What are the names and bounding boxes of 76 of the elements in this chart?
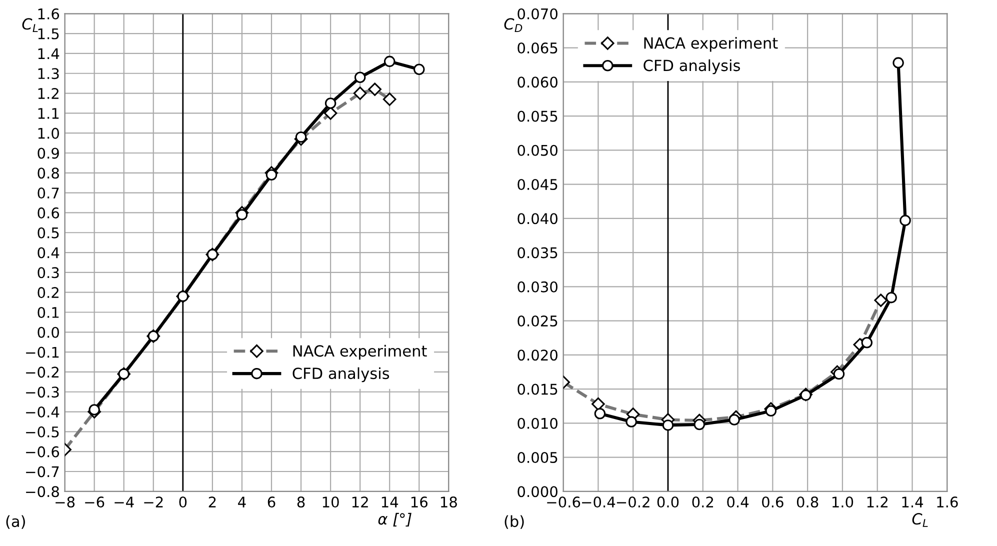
y-tick-label: 0.3 — [38, 267, 59, 278]
legend-label: NACA experiment — [644, 36, 778, 52]
y-tick-label: 0.055 — [518, 110, 558, 122]
y-tick-label: −0.6 — [26, 446, 60, 458]
x-tick-label: 0.4 — [727, 496, 749, 508]
y-tick-label: 1.6 — [38, 8, 60, 20]
y-tick-label: −0.8 — [26, 486, 59, 498]
y-tick-label: 0.4 — [38, 247, 60, 258]
y-tick-label: 0.9 — [38, 148, 59, 159]
y-tick-label: 0.040 — [518, 213, 558, 224]
x-tick-label: 0 — [179, 496, 187, 508]
y-tick-label: 0.060 — [518, 76, 558, 88]
x-tick-label: 8 — [297, 496, 305, 508]
y-tick-label: 0.020 — [518, 350, 558, 361]
y-tick-label: −0.3 — [26, 386, 59, 398]
y-tick-label: 0.6 — [38, 207, 60, 218]
y-tick-label: 0.030 — [518, 281, 558, 292]
x-tick-label: 4 — [238, 496, 246, 508]
x-tick-label: 16 — [411, 496, 428, 508]
x-tick-label: 0.0 — [657, 496, 679, 508]
y-tick-label: −0.2 — [26, 366, 58, 378]
x-tick-label: 0.2 — [692, 496, 714, 508]
y-axis-title: C$_{L}$ — [22, 18, 38, 32]
x-tick-label: 0.6 — [762, 496, 784, 508]
x-tick-label: 0.8 — [796, 496, 818, 508]
text: (b) — [504, 515, 524, 529]
y-tick-label: 0.015 — [518, 384, 558, 395]
y-tick-label: −0.7 — [26, 466, 59, 478]
y-tick-label: 0.010 — [518, 418, 558, 429]
x-tick-label: 2 — [208, 496, 216, 508]
y-tick-label: 1.3 — [38, 68, 59, 80]
y-tick-label: 0.7 — [38, 188, 59, 199]
y-tick-label: 1.0 — [38, 128, 59, 139]
x-tick-label: 1.4 — [902, 496, 924, 508]
y-tick-label: −0.1 — [26, 346, 59, 358]
legend-label: CFD analysis — [644, 59, 740, 74]
y-tick-label: 0.1 — [38, 306, 59, 318]
x-axis-title: C$_{L}$ — [912, 513, 928, 527]
y-tick-label: −0.5 — [26, 426, 59, 438]
text: (a) — [6, 515, 25, 529]
y-tick-label: 0.5 — [38, 227, 59, 238]
x-tick-label: 1.0 — [832, 496, 854, 508]
y-tick-label: 0.005 — [518, 452, 558, 464]
x-tick-label: 12 — [352, 496, 368, 508]
legend-label: NACA experiment — [293, 344, 427, 360]
x-tick-label: −0.6 — [547, 496, 580, 508]
x-tick-label: 1.6 — [937, 496, 958, 508]
x-tick-label: −2 — [144, 496, 163, 508]
x-tick-label: −4 — [114, 496, 134, 508]
x-tick-label: 10 — [322, 496, 339, 508]
x-tick-label: −8 — [56, 496, 75, 508]
y-tick-label: 0.070 — [518, 8, 558, 20]
y-axis-title: C$_{D}$ — [504, 18, 522, 32]
x-tick-label: −6 — [85, 496, 104, 508]
y-tick-label: 0.050 — [518, 144, 558, 156]
y-tick-label: 0.035 — [518, 247, 558, 258]
y-tick-label: 0.025 — [518, 315, 558, 327]
y-tick-label: 1.5 — [38, 28, 59, 40]
y-tick-label: −0.4 — [26, 406, 60, 418]
x-tick-label: −0.4 — [582, 496, 616, 508]
y-tick-label: 1.1 — [38, 108, 59, 119]
y-tick-label: 0.0 — [38, 326, 59, 338]
x-axis-title: α [°] — [378, 512, 412, 527]
y-tick-label: 1.2 — [38, 88, 58, 99]
y-tick-label: 0.000 — [518, 486, 558, 498]
legend-label: CFD analysis — [292, 367, 390, 382]
y-tick-label: 0.2 — [38, 287, 58, 298]
y-tick-label: 0.045 — [518, 178, 558, 190]
y-tick-label: 0.8 — [38, 168, 59, 179]
y-tick-label: 0.065 — [518, 42, 558, 54]
y-tick-label: 1.4 — [38, 48, 60, 60]
x-tick-label: −0.2 — [616, 496, 650, 508]
x-tick-label: 14 — [382, 496, 398, 508]
x-tick-label: 6 — [268, 496, 276, 508]
x-tick-label: 1.2 — [867, 496, 888, 508]
x-tick-label: 18 — [440, 496, 457, 508]
